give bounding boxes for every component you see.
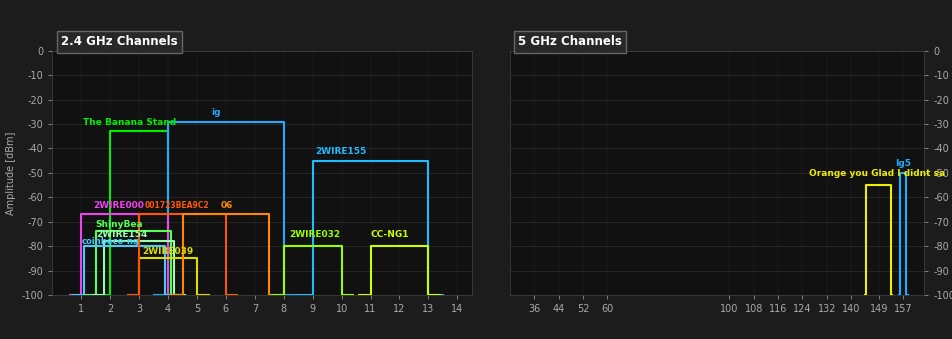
- Text: 2.4 GHz Channels: 2.4 GHz Channels: [61, 35, 177, 48]
- Text: 001723BEA9C2: 001723BEA9C2: [145, 200, 209, 210]
- Text: 06: 06: [220, 200, 232, 210]
- Text: Ig5: Ig5: [895, 159, 910, 168]
- Text: The Banana Stand: The Banana Stand: [83, 118, 176, 126]
- Text: CC-NG1: CC-NG1: [370, 230, 408, 239]
- Text: 2WIRE039: 2WIRE039: [142, 247, 193, 256]
- Text: Orange you Glad I didnt sa: Orange you Glad I didnt sa: [807, 169, 943, 178]
- Text: 2WIRE000: 2WIRE000: [92, 200, 144, 210]
- Text: ShinyBea: ShinyBea: [96, 220, 143, 229]
- Text: 2WIRE155: 2WIRE155: [315, 147, 367, 156]
- Text: 2WIRE032: 2WIRE032: [289, 230, 340, 239]
- Text: coinbeco-ng: coinbeco-ng: [81, 237, 139, 246]
- Y-axis label: Amplitude [dBm]: Amplitude [dBm]: [6, 131, 16, 215]
- Text: ig: ig: [211, 108, 221, 117]
- Text: 2WIRE154: 2WIRE154: [96, 230, 147, 239]
- Text: 5 GHz Channels: 5 GHz Channels: [518, 35, 622, 48]
